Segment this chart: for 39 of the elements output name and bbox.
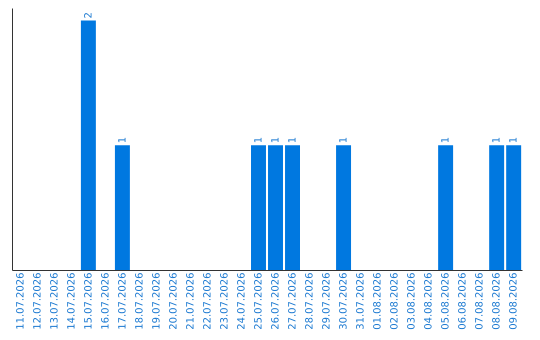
data-label: 1 — [508, 136, 520, 144]
x-tick-label: 12.07.2026 — [32, 272, 44, 330]
x-tick-label: 08.08.2026 — [492, 272, 503, 330]
x-tick-label: 22.07.2026 — [202, 272, 214, 330]
x-tick-label: 15.07.2026 — [83, 272, 94, 330]
x-tick-label: 25.07.2026 — [253, 272, 264, 330]
x-tick-label: 09.08.2026 — [508, 272, 520, 330]
x-tick-label: 24.07.2026 — [236, 272, 248, 330]
x-tick-label: 18.07.2026 — [134, 272, 146, 330]
x-tick-label: 23.07.2026 — [219, 272, 230, 330]
data-label: 1 — [338, 136, 350, 144]
x-tick-label: 31.07.2026 — [356, 272, 367, 330]
x-tick-label: 04.08.2026 — [424, 272, 435, 330]
data-label: 1 — [253, 136, 264, 144]
data-label: 1 — [492, 136, 503, 144]
x-tick-label: 29.07.2026 — [322, 272, 333, 330]
data-label: 2 — [83, 12, 94, 18]
data-label: 1 — [288, 136, 299, 144]
x-tick-label: 19.07.2026 — [151, 272, 162, 330]
x-tick-label: 05.08.2026 — [440, 272, 452, 330]
x-tick-label: 14.07.2026 — [66, 272, 78, 330]
x-tick-label: 11.07.2026 — [15, 272, 26, 330]
x-tick-label: 20.07.2026 — [168, 272, 180, 330]
x-tick-label: 01.08.2026 — [372, 272, 384, 330]
data-label: 1 — [440, 136, 452, 144]
x-tick-label: 21.07.2026 — [185, 272, 196, 330]
x-tick-label: 16.07.2026 — [100, 272, 112, 330]
data-label: 1 — [117, 136, 128, 144]
x-tick-label: 03.08.2026 — [406, 272, 418, 330]
x-tick-label: 28.07.2026 — [304, 272, 316, 330]
data-label: 1 — [270, 136, 282, 144]
x-tick-label: 30.07.2026 — [338, 272, 350, 330]
x-tick-label: 27.07.2026 — [288, 272, 299, 330]
x-tick-label: 26.07.2026 — [270, 272, 282, 330]
x-tick-label: 07.08.2026 — [474, 272, 486, 330]
x-tick-label: 17.07.2026 — [117, 272, 128, 330]
x-tick-label: 06.08.2026 — [458, 272, 469, 330]
x-tick-label: 02.08.2026 — [390, 272, 401, 330]
x-tick-label: 13.07.2026 — [49, 272, 60, 330]
